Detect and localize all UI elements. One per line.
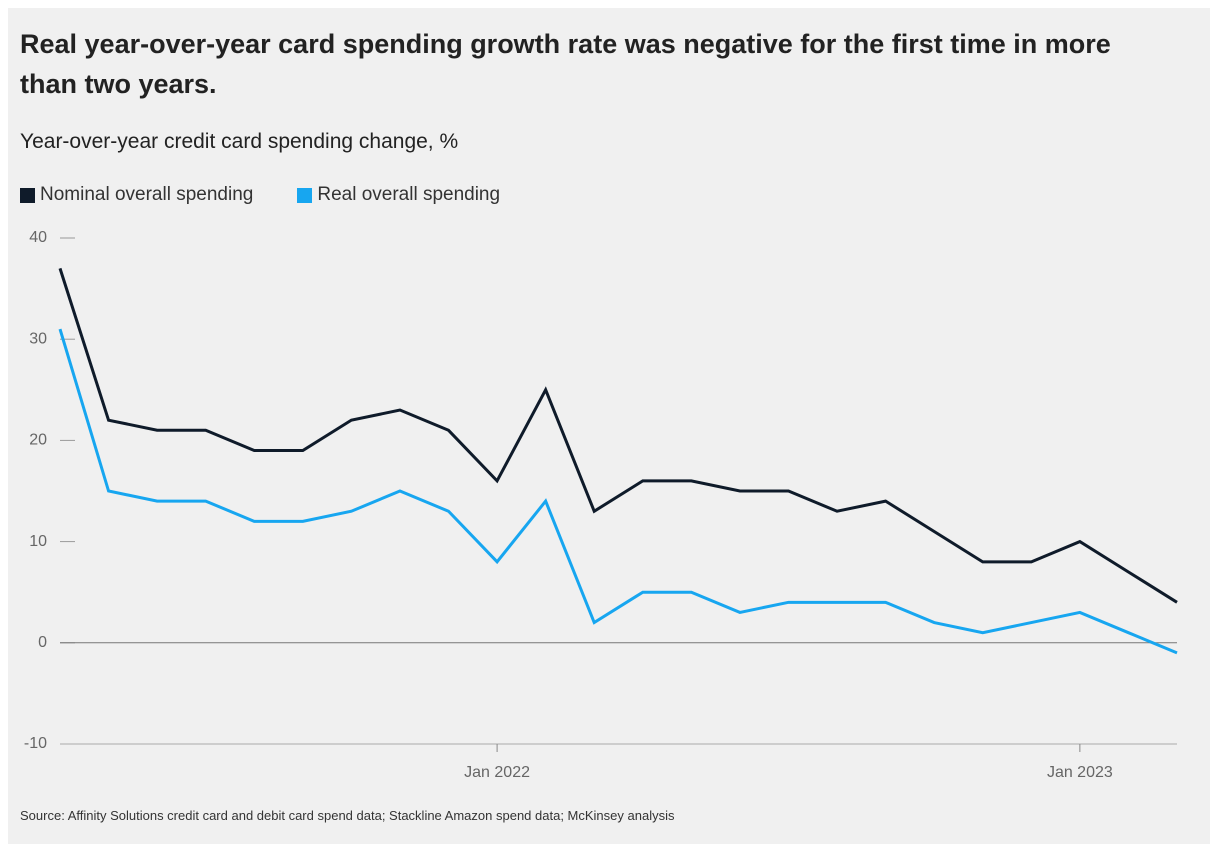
series-line [58, 267, 1178, 604]
y-tick-label: 30 [29, 330, 47, 347]
y-tick-label: 40 [29, 229, 47, 246]
y-tick-label: 0 [38, 634, 47, 651]
y-tick-label: 10 [29, 533, 47, 550]
chart-subtitle: Year-over-year credit card spending chan… [20, 130, 459, 153]
y-tick-label: 20 [29, 432, 47, 449]
legend-label: Real overall spending [317, 184, 501, 205]
source-note: Source: Affinity Solutions credit card a… [20, 808, 675, 823]
legend-item: Real overall spending [297, 184, 500, 206]
legend-swatch [297, 187, 313, 203]
legend-swatch [20, 187, 35, 203]
legend: Nominal overall spending Real overall spe… [20, 184, 500, 206]
series-line [58, 328, 1178, 655]
legend-label: Nominal overall spending [40, 184, 254, 205]
x-tick-label: Jan 2023 [1047, 764, 1113, 781]
chart-title: Real year-over-year card spending growth… [20, 29, 1111, 99]
chart-frame: Real year-over-year card spending growth… [8, 8, 1210, 844]
x-tick-label: Jan 2022 [464, 764, 530, 781]
y-tick-label: -10 [24, 735, 47, 752]
legend-item: Nominal overall spending [20, 184, 253, 206]
